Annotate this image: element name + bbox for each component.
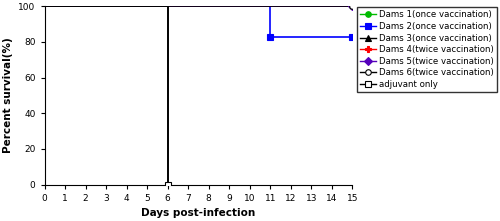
Y-axis label: Percent survival(%): Percent survival(%) (3, 38, 13, 153)
X-axis label: Days post-infection: Days post-infection (142, 208, 256, 218)
Legend: Dams 1(once vaccination), Dams 2(once vaccination), Dams 3(once vaccination), Da: Dams 1(once vaccination), Dams 2(once va… (356, 7, 497, 92)
